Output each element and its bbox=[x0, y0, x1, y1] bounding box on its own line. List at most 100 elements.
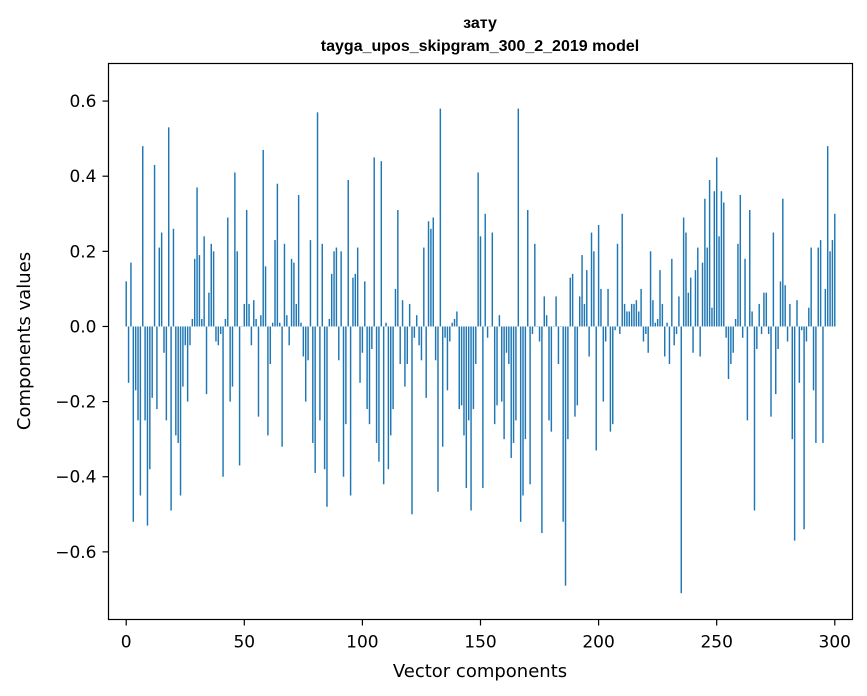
bar bbox=[581, 255, 583, 327]
bar bbox=[671, 258, 673, 327]
bar bbox=[656, 318, 659, 327]
bar bbox=[168, 127, 170, 327]
bar bbox=[340, 251, 342, 327]
bar bbox=[333, 251, 335, 327]
bar bbox=[720, 191, 723, 327]
bar bbox=[491, 232, 494, 327]
bar bbox=[578, 296, 581, 327]
bar bbox=[390, 326, 392, 436]
bar bbox=[623, 303, 626, 327]
bar bbox=[193, 258, 196, 327]
bar bbox=[283, 243, 286, 327]
bar bbox=[621, 213, 623, 327]
bar bbox=[321, 243, 323, 327]
bar bbox=[600, 288, 602, 327]
bar bbox=[253, 300, 255, 327]
bar bbox=[673, 326, 675, 346]
bar bbox=[361, 326, 364, 353]
bar bbox=[290, 258, 293, 327]
bar bbox=[203, 236, 205, 327]
bar bbox=[470, 326, 472, 511]
bar bbox=[548, 326, 550, 421]
bar bbox=[666, 322, 668, 327]
bar bbox=[236, 251, 238, 327]
bar bbox=[767, 326, 770, 334]
bar bbox=[371, 326, 373, 350]
y-tick-label: 0.4 bbox=[69, 167, 96, 187]
bar bbox=[271, 322, 274, 327]
bar bbox=[175, 326, 177, 436]
bar bbox=[756, 326, 758, 350]
bar bbox=[212, 251, 215, 327]
bar bbox=[675, 326, 678, 334]
x-tick-label: 200 bbox=[582, 633, 614, 653]
bar bbox=[406, 326, 409, 365]
bar bbox=[654, 322, 657, 327]
bar bbox=[741, 326, 744, 338]
bar bbox=[725, 326, 727, 338]
bar bbox=[699, 326, 701, 357]
bar bbox=[137, 326, 139, 421]
bar bbox=[281, 326, 283, 447]
bar bbox=[534, 243, 536, 327]
bar bbox=[427, 221, 430, 327]
bar bbox=[149, 326, 151, 470]
bar bbox=[385, 322, 387, 327]
bar bbox=[359, 326, 361, 383]
bar bbox=[356, 247, 359, 327]
bar bbox=[751, 311, 753, 327]
bar bbox=[156, 326, 158, 410]
bar bbox=[604, 326, 607, 342]
bar bbox=[198, 255, 201, 327]
bar bbox=[607, 288, 609, 327]
bar bbox=[668, 326, 671, 365]
bar bbox=[139, 326, 142, 496]
bar bbox=[262, 149, 264, 327]
chart-subtitle: tayga_upos_skipgram_300_2_2019 model bbox=[321, 38, 639, 55]
bar bbox=[493, 326, 496, 425]
bar bbox=[626, 311, 628, 327]
bar bbox=[515, 326, 517, 421]
bar bbox=[302, 326, 305, 357]
bar bbox=[758, 303, 760, 327]
bar bbox=[812, 326, 815, 391]
bar bbox=[231, 326, 234, 387]
bar bbox=[293, 262, 295, 327]
bar bbox=[484, 213, 486, 327]
bar bbox=[349, 326, 352, 496]
bar bbox=[503, 326, 505, 440]
bar bbox=[529, 326, 531, 485]
bar bbox=[718, 236, 720, 327]
bar bbox=[186, 326, 189, 402]
bar bbox=[791, 326, 793, 440]
bar bbox=[257, 326, 260, 417]
bar bbox=[163, 326, 165, 353]
bar bbox=[808, 307, 810, 327]
bar bbox=[338, 326, 340, 361]
bar bbox=[441, 326, 444, 447]
bar bbox=[822, 326, 824, 443]
bar bbox=[765, 292, 768, 327]
bar bbox=[616, 243, 619, 327]
bar bbox=[219, 326, 222, 334]
y-axis-label: Components values bbox=[14, 252, 35, 430]
bar bbox=[463, 326, 465, 436]
bar bbox=[420, 326, 423, 361]
bar bbox=[179, 326, 182, 496]
bar bbox=[508, 326, 510, 365]
bar bbox=[446, 326, 449, 391]
bar bbox=[326, 326, 328, 507]
bar bbox=[267, 326, 269, 436]
bar bbox=[451, 322, 453, 327]
bar bbox=[345, 326, 347, 425]
bar bbox=[394, 288, 397, 327]
bar bbox=[238, 326, 241, 466]
y-tick-label: −0.4 bbox=[55, 468, 96, 488]
bar bbox=[810, 247, 812, 327]
bar bbox=[642, 326, 645, 342]
bar bbox=[685, 232, 687, 327]
bar bbox=[595, 326, 597, 451]
bar bbox=[815, 326, 817, 443]
bar bbox=[458, 326, 460, 410]
bar bbox=[411, 326, 413, 515]
